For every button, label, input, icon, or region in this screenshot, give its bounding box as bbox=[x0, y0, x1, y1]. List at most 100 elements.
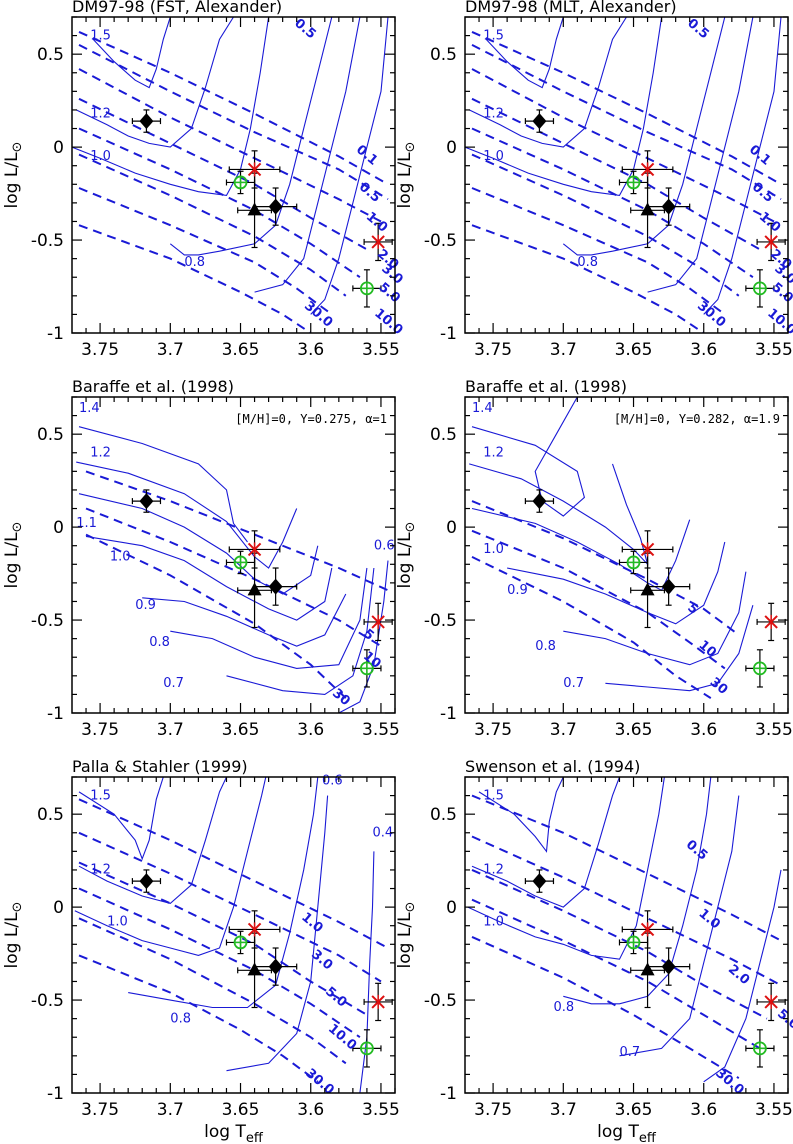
panel-title: Baraffe et al. (1998) bbox=[72, 377, 234, 396]
isochrone-line bbox=[85, 470, 389, 592]
plot-area bbox=[72, 17, 393, 333]
panel-parameters: [M/H]=0, Y=0.275, α=1 bbox=[235, 412, 387, 426]
star-diamond-1 bbox=[524, 109, 555, 133]
x-tick-label: 3.75 bbox=[81, 1100, 119, 1120]
y-axis-label: log L/L⊙ bbox=[2, 902, 25, 969]
y-tick-label: -1 bbox=[47, 1084, 64, 1104]
isochrone-line bbox=[78, 798, 389, 949]
isochrone-age-label: 10 bbox=[696, 638, 720, 661]
evolutionary-track bbox=[85, 535, 333, 621]
isochrone-line bbox=[85, 533, 347, 699]
star-cross-2 bbox=[363, 602, 393, 642]
isochrone-age-label: 1.0 bbox=[696, 906, 723, 932]
evolutionary-track bbox=[78, 777, 227, 905]
x-tick-label: 3.7 bbox=[550, 720, 577, 740]
y-tick-label: 0.5 bbox=[430, 425, 457, 445]
star-circle-2 bbox=[352, 649, 382, 688]
evolutionary-track bbox=[703, 869, 782, 1083]
evolutionary-track bbox=[562, 17, 726, 256]
isochrone-line bbox=[78, 887, 361, 1039]
diamond-marker bbox=[532, 493, 547, 510]
y-axis-sun-symbol: ⊙ bbox=[403, 902, 418, 913]
y-tick-label: 0 bbox=[446, 138, 457, 158]
evolutionary-track bbox=[359, 851, 375, 1093]
diamond-marker bbox=[661, 958, 676, 975]
triangle-marker bbox=[640, 962, 655, 976]
star-circle-1 bbox=[225, 930, 256, 955]
plot-area bbox=[469, 397, 786, 699]
diamond-marker bbox=[268, 198, 283, 215]
x-tick-label: 3.75 bbox=[474, 720, 512, 740]
track-mass-label: 1.0 bbox=[483, 149, 504, 164]
y-axis-sun-symbol: ⊙ bbox=[403, 522, 418, 533]
track-mass-label: 0.9 bbox=[507, 583, 528, 598]
evolutionary-track bbox=[619, 795, 740, 1057]
star-diamond-2 bbox=[253, 947, 298, 986]
x-tick-label: 3.55 bbox=[362, 720, 400, 740]
x-tick-label: 3.6 bbox=[690, 1100, 717, 1120]
x-axis-label: log Teff bbox=[204, 1122, 264, 1144]
panel-title: Swenson et al. (1994) bbox=[465, 757, 640, 776]
x-tick-label: 3.7 bbox=[550, 1100, 577, 1120]
isochrone-age-label: 0.1 bbox=[353, 142, 380, 168]
star-cross-2 bbox=[363, 222, 393, 262]
isochrone-line bbox=[78, 187, 333, 316]
y-axis-sun-symbol: ⊙ bbox=[10, 142, 25, 153]
evolutionary-track bbox=[647, 17, 754, 293]
y-tick-label: -0.5 bbox=[31, 991, 64, 1011]
isochrone-line bbox=[471, 935, 740, 1079]
diamond-marker bbox=[661, 198, 676, 215]
plot-area bbox=[467, 777, 786, 1083]
x-tick-label: 3.7 bbox=[157, 1100, 184, 1120]
y-tick-label: -0.5 bbox=[31, 611, 64, 631]
star-diamond-1 bbox=[131, 489, 162, 513]
diamond-marker bbox=[532, 873, 547, 890]
y-tick-label: -1 bbox=[440, 704, 457, 724]
star-circle-1 bbox=[225, 550, 256, 575]
track-mass-label: 1.4 bbox=[472, 401, 493, 416]
y-axis-label: log L/L⊙ bbox=[2, 142, 25, 209]
isochrone-age-label: 1.0 bbox=[298, 910, 325, 936]
panel-4: 1.4 1.2 1.0 0.9 0.8 0.7 5 10 30 3.75 3.7 3.65 3.6 3.5… bbox=[395, 377, 793, 740]
evolutionary-track bbox=[128, 777, 319, 1009]
y-tick-label: 0 bbox=[53, 138, 64, 158]
evolutionary-track bbox=[226, 567, 375, 695]
star-diamond-1 bbox=[524, 489, 555, 513]
isochrone-line bbox=[471, 153, 740, 297]
star-diamond-1 bbox=[131, 109, 162, 133]
y-tick-label: 0.5 bbox=[37, 425, 64, 445]
y-tick-label: 0.5 bbox=[37, 45, 64, 65]
isochrone-line bbox=[471, 835, 782, 987]
track-mass-label: 1.2 bbox=[483, 863, 504, 878]
x-tick-label: 3.65 bbox=[222, 1100, 260, 1120]
plot-frame bbox=[71, 16, 396, 334]
track-mass-label: 0.8 bbox=[170, 1011, 191, 1026]
x-tick-label: 3.6 bbox=[297, 340, 324, 360]
track-mass-label: 1.0 bbox=[90, 149, 111, 164]
isochrone-line bbox=[78, 153, 347, 297]
x-tick-label: 3.65 bbox=[222, 720, 260, 740]
y-tick-label: -0.5 bbox=[424, 611, 457, 631]
isochrone-line bbox=[471, 898, 761, 1050]
isochrone-line bbox=[78, 44, 389, 201]
track-mass-label: 1.2 bbox=[483, 445, 504, 460]
evolutionary-track bbox=[703, 17, 782, 315]
x-tick-label: 3.55 bbox=[755, 1100, 793, 1120]
evolutionary-track bbox=[75, 17, 234, 148]
isochrone-line bbox=[471, 500, 740, 636]
track-mass-label: 0.7 bbox=[619, 1045, 640, 1060]
panel-title: Baraffe et al. (1998) bbox=[465, 377, 627, 396]
isochrone-line bbox=[471, 44, 782, 201]
isochrone-line bbox=[471, 794, 782, 942]
x-tick-label: 3.7 bbox=[157, 340, 184, 360]
evolutionary-track bbox=[76, 461, 298, 569]
y-tick-label: -1 bbox=[47, 324, 64, 344]
x-tick-label: 3.6 bbox=[690, 340, 717, 360]
track-mass-label: 1.5 bbox=[483, 788, 504, 803]
x-axis-subscript: eff bbox=[639, 1131, 657, 1144]
track-mass-label: 1.0 bbox=[107, 915, 128, 930]
track-mass-label: 0.4 bbox=[373, 825, 394, 840]
evolutionary-track bbox=[563, 571, 747, 666]
diamond-marker bbox=[268, 578, 283, 595]
